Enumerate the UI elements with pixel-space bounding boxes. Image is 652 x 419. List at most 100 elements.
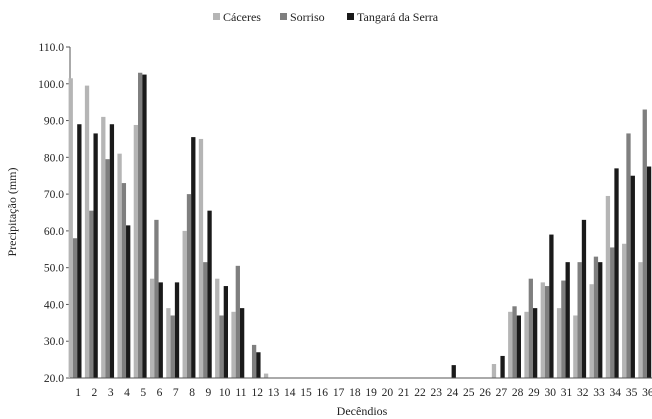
bar-sorriso-6 — [154, 219, 159, 378]
x-tick-label: 20 — [382, 387, 394, 399]
bar-tangar-da-serra-28 — [516, 315, 521, 378]
bar-c-ceres-1 — [68, 78, 73, 378]
bar-tangar-da-serra-8 — [191, 137, 196, 378]
x-tick-label: 12 — [251, 387, 263, 399]
bar-tangar-da-serra-7 — [174, 282, 180, 378]
x-tick-label: 26 — [479, 387, 491, 399]
bar-sorriso-36 — [642, 109, 647, 379]
bar-tangar-da-serra-36 — [646, 166, 652, 378]
bar-c-ceres-33 — [589, 284, 594, 378]
bar-c-ceres-11 — [231, 311, 236, 378]
bar-tangar-da-serra-31 — [565, 262, 570, 378]
x-tick-label: 18 — [349, 387, 361, 399]
x-tick-label: 9 — [205, 387, 211, 399]
y-tick-label: 100.0 — [38, 79, 64, 91]
x-tick-label: 2 — [92, 387, 98, 399]
bar-c-ceres-36 — [638, 262, 643, 378]
bar-sorriso-5 — [138, 72, 143, 378]
x-tick-label: 35 — [626, 387, 638, 399]
bar-c-ceres-29 — [524, 311, 529, 378]
y-tick-label: 30.0 — [44, 336, 64, 348]
x-tick-label: 16 — [317, 387, 329, 399]
bar-tangar-da-serra-27 — [500, 355, 505, 378]
y-tick-label: 70.0 — [44, 189, 64, 201]
bar-sorriso-30 — [544, 286, 550, 378]
bar-sorriso-2 — [89, 210, 94, 378]
bar-sorriso-7 — [170, 315, 175, 378]
bar-c-ceres-34 — [605, 195, 611, 378]
bar-c-ceres-32 — [573, 315, 578, 378]
y-tick-label: 50.0 — [44, 263, 64, 275]
x-tick-label: 27 — [496, 387, 508, 399]
x-tick-label: 23 — [431, 387, 443, 399]
x-tick-label: 8 — [189, 387, 195, 399]
legend-label: Tangará da Serra — [357, 10, 439, 24]
x-tick-label: 6 — [157, 387, 163, 399]
bar-tangar-da-serra-1 — [77, 124, 82, 378]
bar-sorriso-34 — [610, 247, 615, 378]
bar-c-ceres-13 — [263, 373, 269, 378]
x-tick-label: 11 — [235, 387, 246, 399]
legend-swatch — [347, 13, 354, 20]
bar-c-ceres-9 — [198, 138, 204, 378]
bar-c-ceres-27 — [491, 364, 497, 378]
bar-sorriso-35 — [626, 133, 631, 378]
x-tick-label: 15 — [300, 387, 312, 399]
x-tick-label: 17 — [333, 387, 345, 399]
bar-tangar-da-serra-5 — [142, 74, 147, 378]
bar-sorriso-8 — [186, 194, 192, 378]
y-tick-label: 90.0 — [44, 116, 64, 128]
x-tick-label: 19 — [365, 387, 377, 399]
x-tick-label: 5 — [140, 387, 146, 399]
x-tick-label: 3 — [108, 387, 114, 399]
legend-swatch — [280, 13, 287, 20]
x-tick-label: 14 — [284, 387, 296, 399]
bar-tangar-da-serra-4 — [126, 225, 131, 378]
x-tick-label: 28 — [512, 387, 524, 399]
bar-sorriso-1 — [72, 238, 78, 378]
x-tick-label: 31 — [561, 387, 573, 399]
bar-c-ceres-2 — [84, 85, 90, 378]
bar-sorriso-9 — [203, 262, 208, 378]
x-tick-label: 13 — [268, 387, 280, 399]
y-tick-label: 40.0 — [44, 299, 64, 311]
bar-tangar-da-serra-32 — [581, 219, 587, 378]
legend-swatch — [213, 13, 220, 20]
x-axis: 1 2 3 4 5 6 7 8 9 10 11 12 13 14 15 16 17 18 19 20 21 22 23 24 2… — [70, 377, 652, 399]
bar-tangar-da-serra-35 — [630, 175, 635, 378]
bar-tangar-da-serra-30 — [549, 234, 554, 378]
y-axis-title: Precipitação (mm) — [5, 168, 19, 257]
x-axis-title: Decêndios — [337, 404, 388, 418]
bar-c-ceres-7 — [166, 308, 171, 378]
x-tick-label: 33 — [593, 387, 605, 399]
bar-c-ceres-5 — [133, 124, 139, 378]
x-tick-label: 25 — [463, 387, 475, 399]
bar-sorriso-12 — [251, 344, 257, 378]
bar-tangar-da-serra-9 — [207, 210, 212, 378]
x-tick-label: 21 — [398, 387, 410, 399]
x-tick-label: 34 — [610, 387, 622, 399]
bar-sorriso-10 — [219, 315, 224, 378]
bar-c-ceres-35 — [622, 243, 627, 378]
bar-sorriso-11 — [235, 265, 240, 378]
y-tick-label: 80.0 — [44, 152, 64, 164]
bar-c-ceres-30 — [540, 282, 545, 378]
bar-sorriso-31 — [561, 280, 566, 378]
bar-c-ceres-28 — [508, 311, 513, 378]
x-tick-label: 10 — [219, 387, 231, 399]
bar-tangar-da-serra-24 — [451, 365, 456, 378]
bar-tangar-da-serra-2 — [93, 133, 98, 378]
y-tick-label: 110.0 — [39, 42, 65, 54]
y-tick-label: 20.0 — [44, 373, 64, 385]
bar-sorriso-3 — [105, 159, 110, 378]
bar-tangar-da-serra-3 — [109, 124, 115, 378]
x-tick-label: 36 — [642, 387, 652, 399]
bar-c-ceres-10 — [215, 278, 220, 378]
x-tick-label: 24 — [447, 387, 459, 399]
bars — [68, 72, 652, 379]
x-tick-label: 22 — [414, 387, 426, 399]
y-axis: 20.0 30.0 40.0 50.0 60.0 70.0 80.0 90.0 100.0 110… — [38, 42, 71, 385]
x-tick-label: 32 — [577, 387, 589, 399]
bar-tangar-da-serra-33 — [598, 262, 603, 378]
